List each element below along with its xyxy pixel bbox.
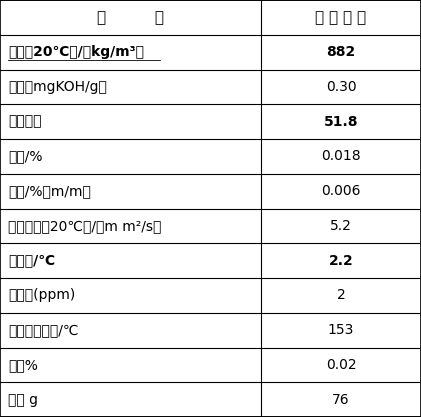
- Text: 76: 76: [332, 393, 350, 407]
- Text: 酸值（mgKOH/g）: 酸值（mgKOH/g）: [8, 80, 107, 94]
- Text: 水分%: 水分%: [8, 358, 38, 372]
- Text: 0.30: 0.30: [326, 80, 356, 94]
- Text: 项          目: 项 目: [97, 10, 164, 25]
- Text: 冷滤点/℃: 冷滤点/℃: [8, 254, 56, 268]
- Text: 硫含量(ppm): 硫含量(ppm): [8, 289, 76, 302]
- Text: 十六烷值: 十六烷值: [8, 115, 42, 128]
- Text: 2: 2: [337, 289, 345, 302]
- Text: 51.8: 51.8: [324, 115, 358, 128]
- Text: 0.018: 0.018: [321, 149, 361, 163]
- Text: 碘值 g: 碘值 g: [8, 393, 38, 407]
- Text: 闪点（闭口）/℃: 闪点（闭口）/℃: [8, 323, 79, 337]
- Text: 0.006: 0.006: [321, 184, 361, 198]
- Text: 5.2: 5.2: [330, 219, 352, 233]
- Text: 残炭/%: 残炭/%: [8, 149, 43, 163]
- Text: 2.2: 2.2: [329, 254, 353, 268]
- Text: 检 验 结 果: 检 验 结 果: [315, 10, 367, 25]
- Text: 0.02: 0.02: [326, 358, 356, 372]
- Text: 882: 882: [326, 45, 356, 59]
- Text: 153: 153: [328, 323, 354, 337]
- Text: 密度（20℃）/（kg/m³）: 密度（20℃）/（kg/m³）: [8, 45, 144, 59]
- Text: 运动黏度（20℃）/（m m²/s）: 运动黏度（20℃）/（m m²/s）: [8, 219, 162, 233]
- Text: 灰分/%（m/m）: 灰分/%（m/m）: [8, 184, 91, 198]
